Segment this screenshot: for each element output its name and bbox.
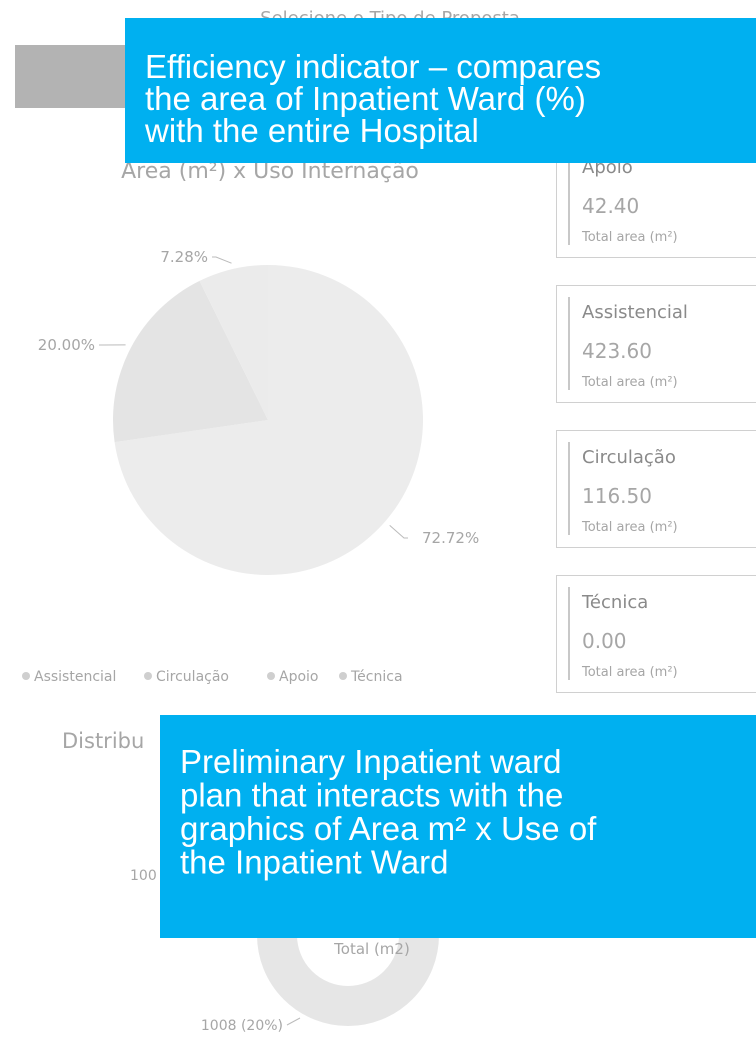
card-caption: Total area (m²)	[581, 230, 678, 245]
card-caption: Total area (m²)	[581, 375, 678, 390]
leader-line	[212, 256, 232, 264]
legend-label: Assistencial	[34, 669, 116, 685]
card-value: 42.40	[582, 194, 639, 218]
leader-line	[389, 525, 408, 539]
legend: Assistencial Circulação Apoio Técnica	[22, 669, 403, 685]
card-value: 0.00	[582, 629, 627, 653]
pie-slice	[114, 265, 424, 575]
callout-text: plan that interacts with the	[180, 777, 563, 814]
callout-text: graphics of Area m² x Use of	[180, 810, 597, 847]
legend-label: Circulação	[156, 669, 229, 685]
pie-slice	[199, 265, 268, 420]
pie-label: 20.00%	[38, 336, 95, 354]
callout-text: the Inpatient Ward	[180, 844, 448, 881]
distribution-title: Distribu	[62, 729, 144, 753]
pie-chart: 72.72% 20.00% 7.28%	[38, 248, 479, 575]
card-value: 116.50	[582, 484, 652, 508]
pie-label: 72.72%	[422, 529, 479, 547]
callout-text: with the entire Hospital	[144, 112, 479, 149]
pie-label: 7.28%	[160, 248, 208, 266]
donut-center-label: Total (m2)	[333, 940, 410, 958]
card-caption: Total area (m²)	[581, 665, 678, 680]
legend-swatch	[144, 672, 152, 680]
pie-slice	[113, 280, 269, 443]
legend-label: Técnica	[350, 669, 403, 685]
donut-label: 1008 (20%)	[201, 1018, 283, 1034]
card-title: Técnica	[581, 592, 648, 613]
callout-text: Efficiency indicator – compares	[145, 48, 601, 85]
card-title: Assistencial	[582, 302, 688, 323]
legend-swatch	[339, 672, 347, 680]
card-caption: Total area (m²)	[581, 520, 678, 535]
callout-box	[125, 18, 756, 163]
callout-text: Preliminary Inpatient ward	[180, 743, 562, 780]
callout-text: the area of Inpatient Ward (%)	[145, 80, 586, 117]
legend-label: Apoio	[279, 669, 318, 685]
legend-swatch	[267, 672, 275, 680]
card	[556, 285, 756, 403]
legend-swatch	[22, 672, 30, 680]
leader-line	[286, 1017, 301, 1026]
card	[556, 430, 756, 548]
card	[556, 575, 756, 693]
card-title: Circulação	[582, 447, 676, 468]
callout-box	[160, 715, 756, 938]
card-value: 423.60	[582, 339, 652, 363]
donut-label: 100	[130, 868, 157, 884]
